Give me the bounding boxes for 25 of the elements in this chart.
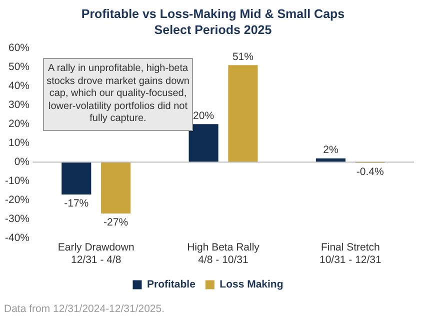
- y-tick-label: 20%: [8, 118, 30, 130]
- y-tick-label: 60%: [8, 42, 30, 54]
- text: Data from 12/31/2024-12/31/2025.: [4, 303, 165, 315]
- y-tick-label: 30%: [8, 98, 30, 111]
- y-tick-label: -20%: [4, 194, 30, 206]
- annotation: A rally in unprofitable, high-beta stocks drove market gains down cap, which our quality-focused, lower-volatility portfolios did not fully capture.: [43, 58, 193, 130]
- y-tick-label: -30%: [4, 213, 30, 226]
- data-label: 2%: [323, 144, 338, 156]
- legend-label: Profitable: [146, 278, 196, 291]
- y-tick-label: -40%: [4, 232, 30, 244]
- y-tick-label: 40%: [8, 80, 30, 92]
- data-label: -17%: [64, 198, 89, 210]
- data-label: 20%: [193, 110, 214, 122]
- x-tick-label: Final Stretch 10/31 - 12/31: [319, 241, 382, 266]
- y-tick-label: 50%: [8, 60, 30, 73]
- y-tick-label: 0%: [14, 156, 30, 168]
- legend-label: Loss Making: [220, 278, 284, 291]
- data-label: -0.4%: [356, 166, 384, 178]
- x-tick-label: High Beta Rally 4/8 - 10/31: [187, 241, 260, 266]
- data-label: 51%: [232, 50, 254, 63]
- x-tick-label: Early Drawdown 12/31 - 4/8: [58, 241, 134, 266]
- y-tick-label: 10%: [8, 137, 30, 150]
- data-label: -27%: [104, 216, 128, 229]
- y-tick-label: -10%: [4, 175, 30, 188]
- chart-title: Profitable vs Loss-Making Mid & Small Caps Select Periods 2025: [80, 6, 346, 38]
